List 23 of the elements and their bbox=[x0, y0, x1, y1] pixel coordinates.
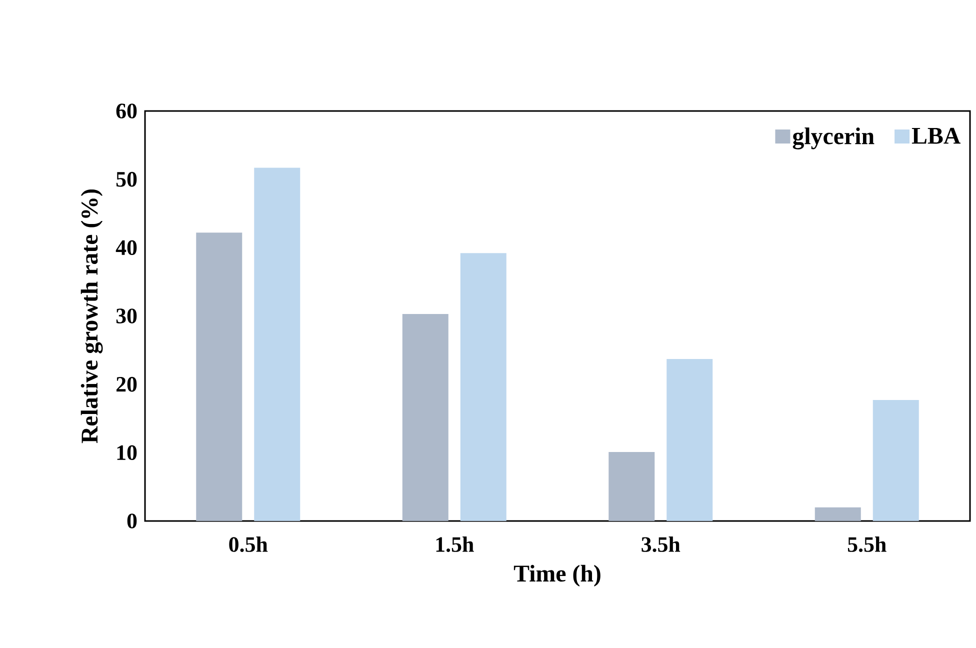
x-axis-title: Time (h) bbox=[514, 564, 600, 587]
bar bbox=[196, 232, 242, 521]
x-tick-label: 0.5h bbox=[229, 536, 268, 552]
y-tick-label: 60 bbox=[116, 104, 137, 118]
y-tick-label: 50 bbox=[116, 172, 137, 187]
y-tick-label: 20 bbox=[116, 376, 137, 392]
y-tick-label: 30 bbox=[116, 308, 137, 324]
bar bbox=[814, 507, 861, 521]
bar bbox=[460, 253, 506, 521]
bar bbox=[402, 314, 448, 521]
bar bbox=[872, 400, 919, 521]
y-tick-label: 0 bbox=[127, 514, 137, 528]
bar bbox=[608, 452, 655, 521]
legend-label: glycerin bbox=[792, 127, 874, 150]
x-tick-label: 3.5h bbox=[642, 536, 680, 552]
x-tick-label: 5.5h bbox=[848, 536, 886, 552]
y-axis-title: Relative growth rate (%) bbox=[80, 189, 103, 444]
y-tick-label: 40 bbox=[116, 240, 137, 256]
bar bbox=[666, 359, 713, 521]
legend-label: LBA bbox=[912, 128, 961, 144]
bar bbox=[254, 168, 300, 521]
x-tick-label: 1.5h bbox=[436, 536, 474, 552]
y-tick-label: 10 bbox=[117, 445, 137, 460]
